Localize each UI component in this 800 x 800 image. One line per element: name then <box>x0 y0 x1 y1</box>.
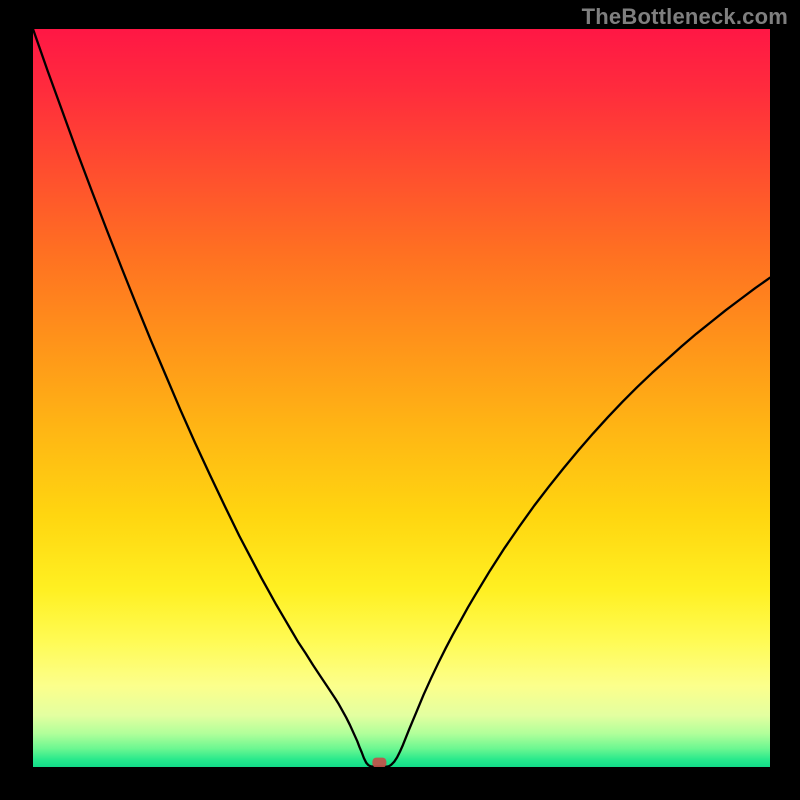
optimal-point-marker <box>372 758 386 767</box>
watermark-text: TheBottleneck.com <box>582 4 788 30</box>
bottleneck-chart <box>33 29 770 767</box>
chart-svg <box>33 29 770 767</box>
gradient-background <box>33 29 770 767</box>
